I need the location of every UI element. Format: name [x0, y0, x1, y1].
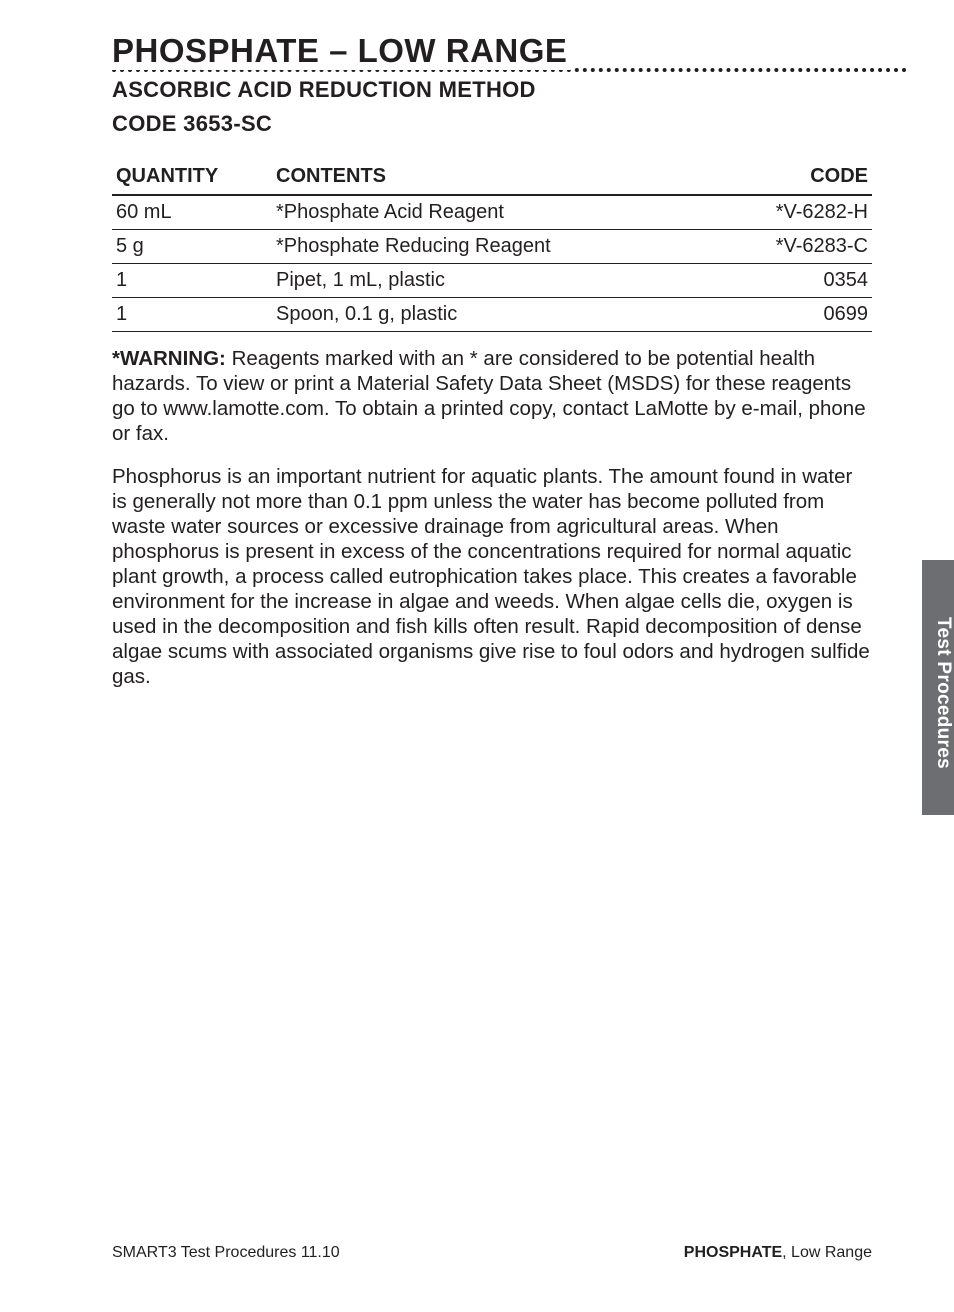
subtitle-line-2: CODE 3653-SC	[112, 110, 872, 138]
body-paragraph: Phosphorus is an important nutrient for …	[112, 464, 872, 689]
table-row: 60 mL *Phosphate Acid Reagent *V-6282-H	[112, 195, 872, 230]
cell-code: 0699	[722, 298, 872, 332]
warning-text: Reagents marked with an * are considered…	[112, 347, 866, 445]
page-title: PHOSPHATE – LOW RANGE	[112, 32, 573, 70]
cell-code: *V-6282-H	[722, 195, 872, 230]
cell-quantity: 1	[112, 298, 272, 332]
footer-right: PHOSPHATE, Low Range	[684, 1244, 872, 1262]
table-row: 5 g *Phosphate Reducing Reagent *V-6283-…	[112, 230, 872, 264]
warning-label: *WARNING:	[112, 347, 226, 370]
warning-paragraph: *WARNING: Reagents marked with an * are …	[112, 346, 872, 446]
cell-contents: Spoon, 0.1 g, plastic	[272, 298, 722, 332]
cell-contents: *Phosphate Reducing Reagent	[272, 230, 722, 264]
side-tab: Test Procedures	[922, 560, 954, 815]
cell-contents: *Phosphate Acid Reagent	[272, 195, 722, 230]
footer-left: SMART3 Test Procedures 11.10	[112, 1244, 340, 1262]
table-row: 1 Pipet, 1 mL, plastic 0354	[112, 264, 872, 298]
contents-table: QUANTITY CONTENTS CODE 60 mL *Phosphate …	[112, 159, 872, 332]
col-quantity: QUANTITY	[112, 159, 272, 195]
footer-right-rest: , Low Range	[782, 1244, 872, 1261]
cell-contents: Pipet, 1 mL, plastic	[272, 264, 722, 298]
footer-right-bold: PHOSPHATE	[684, 1244, 782, 1261]
title-block: PHOSPHATE – LOW RANGE ASCORBIC ACID REDU…	[112, 32, 872, 137]
subtitle-line-1: ASCORBIC ACID REDUCTION METHOD	[112, 76, 872, 104]
cell-quantity: 1	[112, 264, 272, 298]
table-header-row: QUANTITY CONTENTS CODE	[112, 159, 872, 195]
cell-code: 0354	[722, 264, 872, 298]
col-code: CODE	[722, 159, 872, 195]
col-contents: CONTENTS	[272, 159, 722, 195]
table-row: 1 Spoon, 0.1 g, plastic 0699	[112, 298, 872, 332]
cell-quantity: 5 g	[112, 230, 272, 264]
page-content: PHOSPHATE – LOW RANGE ASCORBIC ACID REDU…	[112, 32, 872, 689]
cell-quantity: 60 mL	[112, 195, 272, 230]
page-footer: SMART3 Test Procedures 11.10 PHOSPHATE, …	[112, 1244, 872, 1262]
cell-code: *V-6283-C	[722, 230, 872, 264]
